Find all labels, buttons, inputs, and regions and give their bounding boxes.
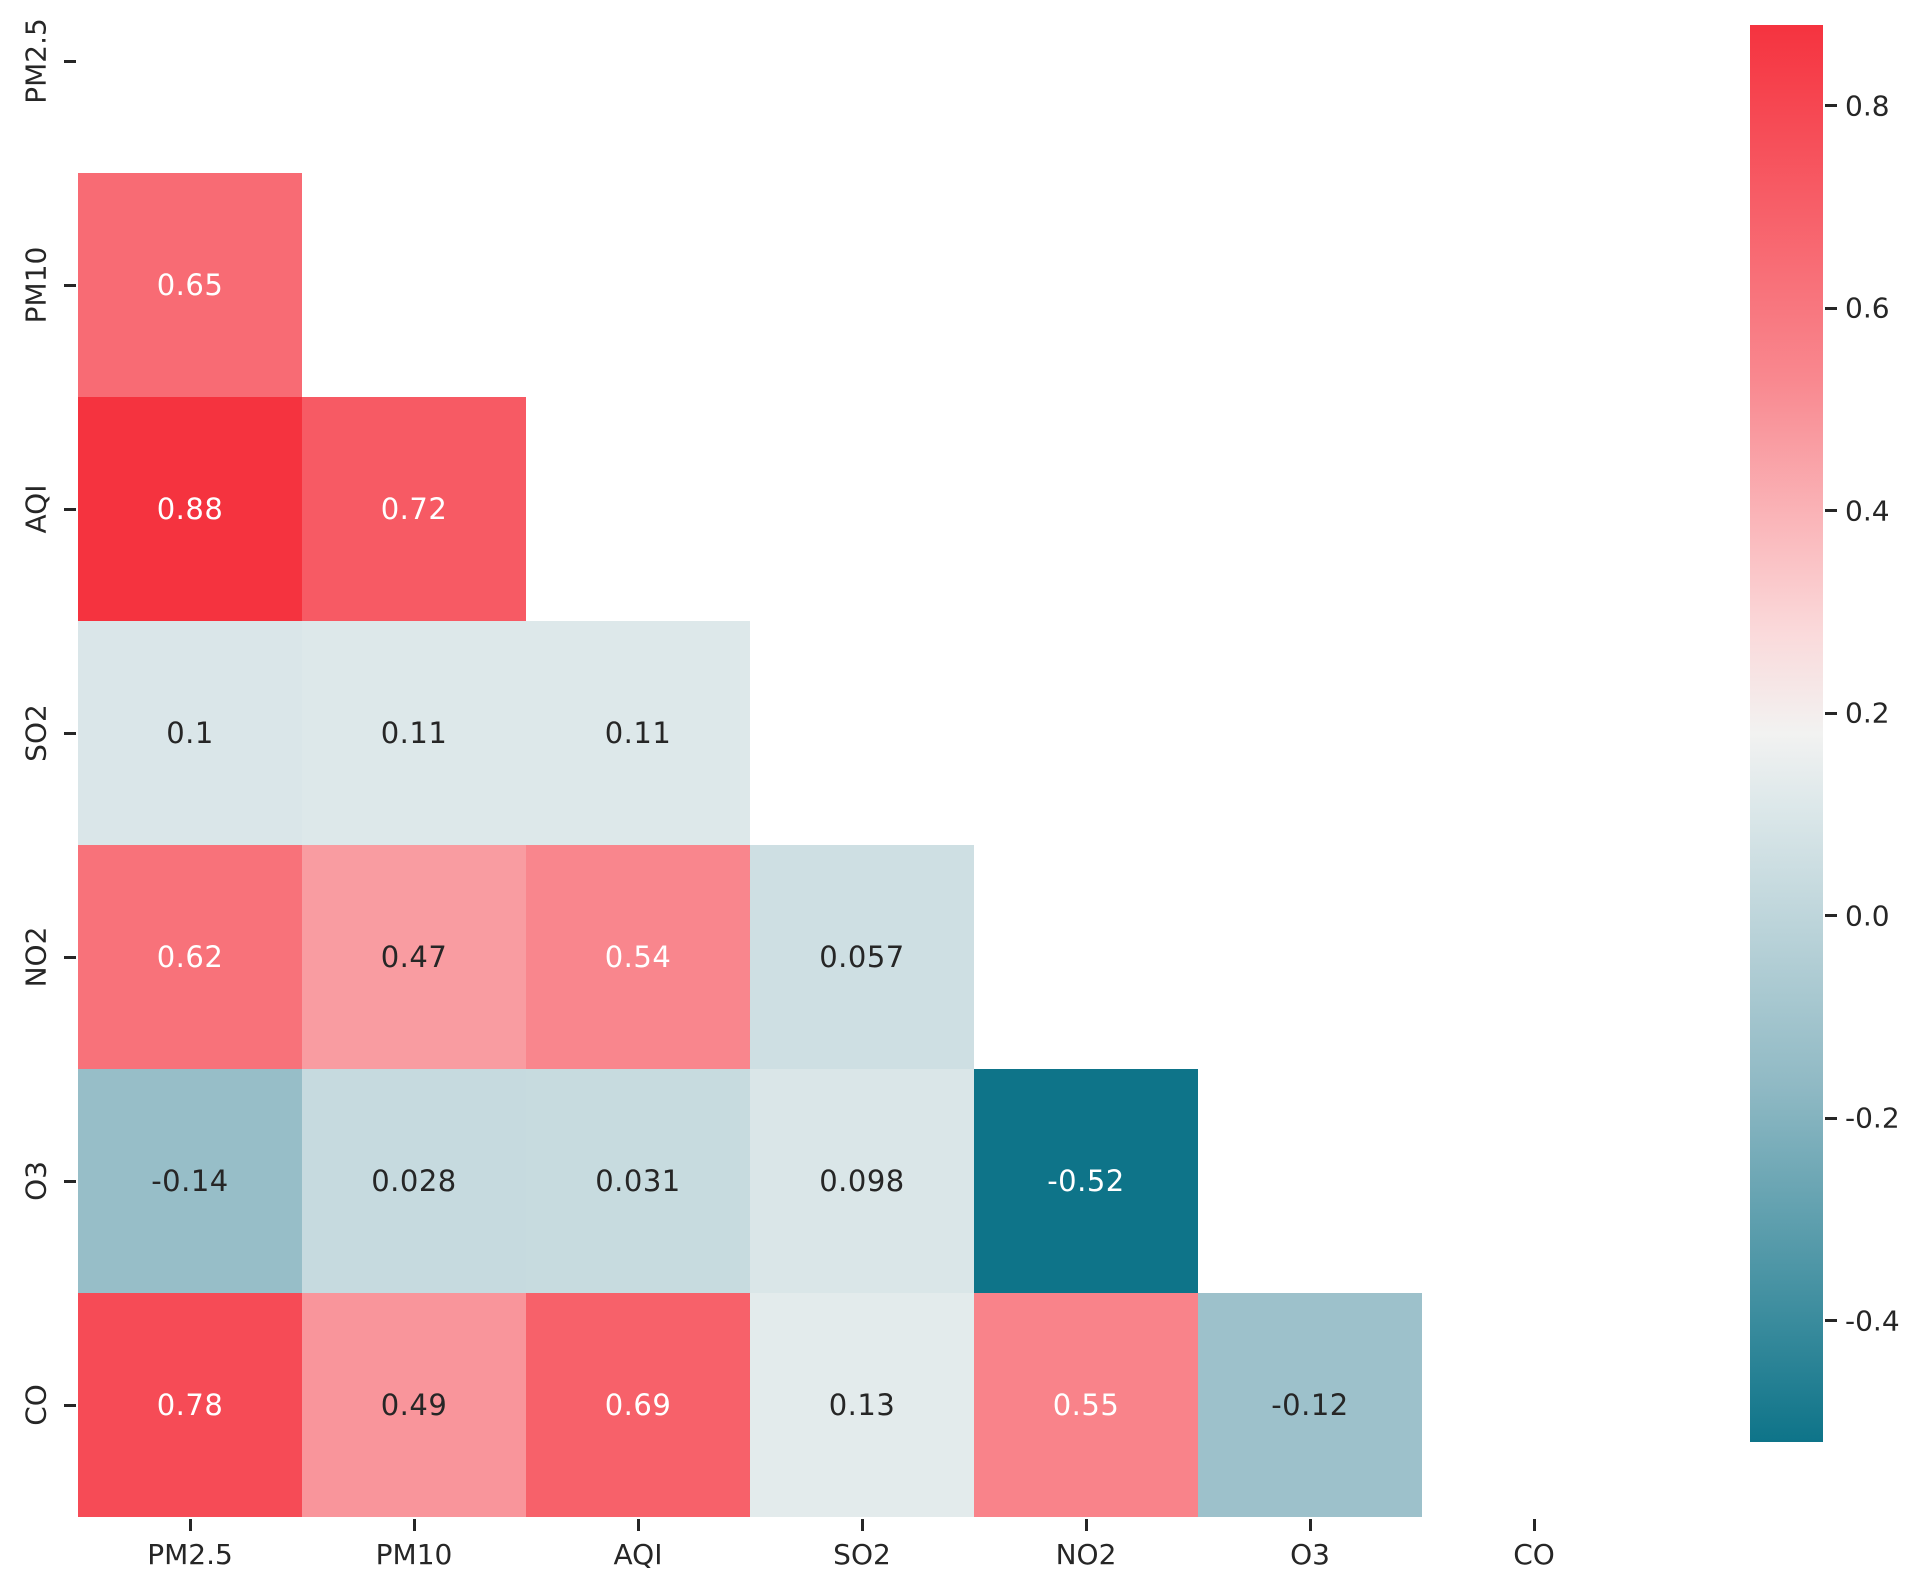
colorbar-tick-label--0.2: -0.2 — [1845, 1101, 1900, 1135]
x-tick-label-O3: O3 — [1290, 1538, 1330, 1571]
y-tick-mark-SO2 — [64, 731, 76, 735]
x-tick-label-PM2.5: PM2.5 — [147, 1538, 233, 1571]
x-tick-label-NO2: NO2 — [1055, 1538, 1117, 1571]
heatmap-cell-CO-O3: -0.12 — [1198, 1293, 1422, 1517]
colorbar-tick-label-0.0: 0.0 — [1845, 899, 1890, 933]
colorbar-tick-mark-0.0 — [1825, 914, 1837, 918]
cell-value-label: -0.52 — [1047, 1164, 1125, 1198]
cell-value-label: 0.69 — [604, 1388, 672, 1422]
cell-value-label: 0.028 — [371, 1164, 457, 1198]
heatmap-cell-CO-SO2: 0.13 — [750, 1293, 974, 1517]
heatmap-cell-AQI-PM10: 0.72 — [302, 397, 526, 621]
x-tick-label-SO2: SO2 — [833, 1538, 891, 1571]
cell-value-label: 0.54 — [604, 940, 672, 974]
colorbar-tick-label-0.8: 0.8 — [1845, 89, 1890, 123]
y-tick-mark-PM10 — [64, 283, 76, 287]
colorbar-gradient — [1750, 25, 1823, 1442]
x-tick-mark-NO2 — [1084, 1519, 1088, 1531]
cell-value-label: 0.62 — [156, 940, 224, 974]
colorbar-tick-mark-0.8 — [1825, 104, 1837, 108]
colorbar-tick-label-0.6: 0.6 — [1845, 291, 1890, 325]
cell-value-label: 0.55 — [1052, 1388, 1120, 1422]
x-tick-label-PM10: PM10 — [375, 1538, 453, 1571]
cell-value-label: 0.13 — [828, 1388, 896, 1422]
y-tick-label-CO: CO — [19, 1384, 53, 1426]
heatmap-cell-PM10-PM2.5: 0.65 — [78, 173, 302, 397]
x-tick-mark-PM2.5 — [188, 1519, 192, 1531]
y-tick-label-AQI: AQI — [19, 484, 53, 534]
heatmap-cell-CO-AQI: 0.69 — [526, 1293, 750, 1517]
y-tick-mark-CO — [64, 1403, 76, 1407]
y-tick-label-NO2: NO2 — [19, 926, 53, 988]
colorbar-tick-label--0.4: -0.4 — [1845, 1304, 1900, 1338]
cell-value-label: 0.057 — [819, 940, 905, 974]
cell-value-label: 0.11 — [604, 716, 672, 750]
cell-value-label: 0.72 — [380, 492, 448, 526]
heatmap-cell-SO2-PM2.5: 0.1 — [78, 621, 302, 845]
cell-value-label: 0.88 — [156, 492, 224, 526]
colorbar-tick-mark-0.4 — [1825, 509, 1837, 513]
cell-value-label: 0.1 — [166, 716, 214, 750]
y-tick-label-SO2: SO2 — [19, 704, 53, 762]
y-tick-label-O3: O3 — [19, 1161, 53, 1201]
heatmap-cell-O3-NO2: -0.52 — [974, 1069, 1198, 1293]
colorbar-tick-label-0.2: 0.2 — [1845, 696, 1890, 730]
heatmap-cell-CO-NO2: 0.55 — [974, 1293, 1198, 1517]
y-tick-label-PM2.5: PM2.5 — [19, 18, 53, 104]
heatmap-cell-SO2-AQI: 0.11 — [526, 621, 750, 845]
heatmap-cell-SO2-PM10: 0.11 — [302, 621, 526, 845]
cell-value-label: 0.49 — [380, 1388, 448, 1422]
y-tick-mark-AQI — [64, 507, 76, 511]
cell-value-label: 0.78 — [156, 1388, 224, 1422]
colorbar-tick-mark--0.2 — [1825, 1116, 1837, 1120]
colorbar-tick-label-0.4: 0.4 — [1845, 494, 1890, 528]
cell-value-label: 0.031 — [595, 1164, 681, 1198]
heatmap-cell-O3-PM2.5: -0.14 — [78, 1069, 302, 1293]
heatmap-cell-NO2-PM2.5: 0.62 — [78, 845, 302, 1069]
x-tick-label-AQI: AQI — [613, 1538, 663, 1571]
cell-value-label: -0.14 — [151, 1164, 229, 1198]
heatmap-cell-NO2-SO2: 0.057 — [750, 845, 974, 1069]
y-tick-mark-O3 — [64, 1179, 76, 1183]
colorbar-tick-mark-0.6 — [1825, 306, 1837, 310]
colorbar — [1750, 25, 1823, 1442]
x-tick-mark-AQI — [636, 1519, 640, 1531]
x-tick-mark-CO — [1532, 1519, 1536, 1531]
heatmap-cell-O3-AQI: 0.031 — [526, 1069, 750, 1293]
heatmap-cell-O3-PM10: 0.028 — [302, 1069, 526, 1293]
cell-value-label: 0.65 — [156, 268, 224, 302]
cell-value-label: -0.12 — [1271, 1388, 1349, 1422]
heatmap-cell-CO-PM10: 0.49 — [302, 1293, 526, 1517]
cell-value-label: 0.11 — [380, 716, 448, 750]
y-tick-mark-PM2.5 — [64, 59, 76, 63]
heatmap-cell-AQI-PM2.5: 0.88 — [78, 397, 302, 621]
x-tick-label-CO: CO — [1513, 1538, 1555, 1571]
colorbar-tick-mark--0.4 — [1825, 1319, 1837, 1323]
cell-value-label: 0.098 — [819, 1164, 905, 1198]
x-tick-mark-O3 — [1308, 1519, 1312, 1531]
cell-value-label: 0.47 — [380, 940, 448, 974]
colorbar-tick-mark-0.2 — [1825, 711, 1837, 715]
heatmap-cell-CO-PM2.5: 0.78 — [78, 1293, 302, 1517]
x-tick-mark-PM10 — [412, 1519, 416, 1531]
heatmap-cell-NO2-PM10: 0.47 — [302, 845, 526, 1069]
x-tick-mark-SO2 — [860, 1519, 864, 1531]
heatmap-cell-NO2-AQI: 0.54 — [526, 845, 750, 1069]
y-tick-mark-NO2 — [64, 955, 76, 959]
y-tick-label-PM10: PM10 — [19, 246, 53, 324]
heatmap-cell-O3-SO2: 0.098 — [750, 1069, 974, 1293]
